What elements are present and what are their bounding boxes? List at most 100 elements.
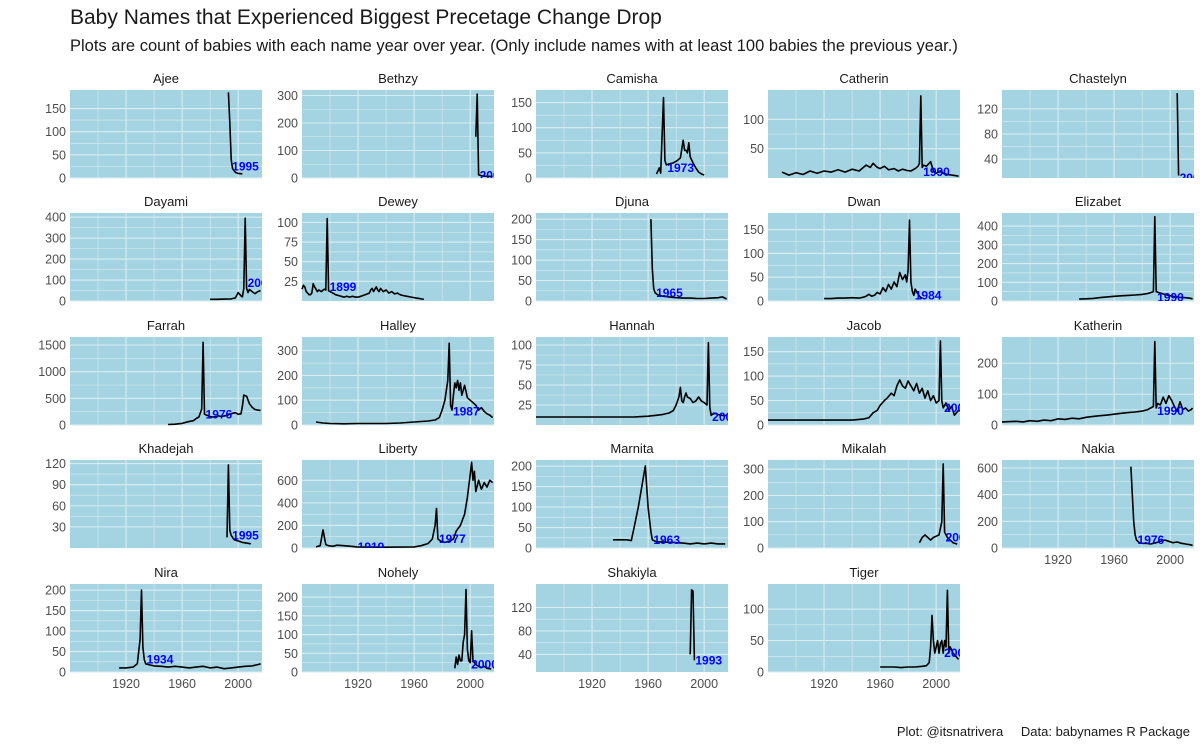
panel-mikalah: Mikalah01002003002006: [743, 441, 972, 556]
annotation-group: 2006: [946, 530, 973, 544]
year-annotation: 1990: [1157, 290, 1184, 304]
year-annotation: 1993: [695, 653, 722, 667]
year-annotation: 2006: [248, 276, 275, 290]
annotation-group: 2005: [944, 401, 971, 415]
x-tick-label: 2000: [456, 677, 484, 691]
x-tick-label: 1920: [112, 677, 140, 691]
panel-background: [70, 213, 262, 301]
panel-background: [768, 337, 960, 425]
annotation-group: 1934: [147, 653, 174, 667]
y-tick-label: 50: [284, 255, 298, 269]
y-tick-label: 100: [277, 144, 298, 158]
y-tick-label: 150: [511, 96, 532, 110]
y-tick-label: 100: [45, 625, 66, 639]
y-tick-label: 0: [59, 172, 66, 186]
panel-nohely: Nohely05010015020020001920 1960 2000: [277, 565, 498, 691]
y-tick-label: 50: [750, 634, 764, 648]
year-annotation: 1977: [439, 532, 466, 546]
annotation-group: 2006: [1180, 171, 1200, 185]
year-annotation: 2006: [480, 168, 507, 182]
panel-katherin: Katherin 0 100 200 1990: [977, 318, 1194, 433]
panel-camisha: Camisha 0 50 100 150 1973: [511, 71, 728, 186]
y-tick-label: 1000: [38, 365, 66, 379]
y-tick-label: 50: [518, 146, 532, 160]
x-tick-label: 1960: [400, 677, 428, 691]
annotation-group: 1990: [1157, 290, 1184, 304]
y-tick-label: 25: [284, 275, 298, 289]
y-tick-label: 60: [52, 499, 66, 513]
annotation-group: 1995: [232, 159, 259, 173]
panel-title: Dwan: [847, 194, 880, 209]
y-tick-label: 0: [59, 295, 66, 309]
y-tick-label: 0: [291, 542, 298, 556]
panel-title: Djuna: [615, 194, 650, 209]
year-annotation: 2006: [946, 530, 973, 544]
y-tick-label: 150: [511, 480, 532, 494]
x-tick-label: 1920: [810, 677, 838, 691]
y-tick-label: 25: [518, 399, 532, 413]
panel-title: Ajee: [153, 71, 179, 86]
y-tick-label: 150: [743, 345, 764, 359]
panel-title: Jacob: [847, 318, 882, 333]
panel-title: Nakia: [1081, 441, 1115, 456]
x-tick-label: 1960: [1100, 553, 1128, 567]
year-annotation: 1976: [1138, 533, 1165, 547]
panel-title: Chastelyn: [1069, 71, 1127, 86]
panel-catherin: Catherin 50 100 1990: [743, 71, 960, 179]
y-tick-label: 100: [977, 276, 998, 290]
annotation-group: 2006: [248, 276, 275, 290]
y-tick-label: 300: [277, 344, 298, 358]
y-tick-label: 80: [984, 128, 998, 142]
y-tick-label: 0: [525, 295, 532, 309]
y-tick-label: 50: [518, 521, 532, 535]
y-tick-label: 150: [743, 223, 764, 237]
y-tick-label: 50: [750, 271, 764, 285]
y-tick-label: 150: [277, 609, 298, 623]
y-tick-label: 0: [59, 419, 66, 433]
panel-liberty: Liberty 0 200 400 600 1919 1977: [277, 441, 494, 556]
caption-data: Data: babynames R Package: [1021, 724, 1190, 739]
panel-title: Nohely: [378, 565, 419, 580]
y-tick-label: 150: [511, 233, 532, 247]
x-tick-label: 1960: [866, 677, 894, 691]
y-tick-label: 0: [757, 542, 764, 556]
panel-elizabet: Elizabet 0 100 200 300 400 1990: [977, 194, 1194, 309]
x-tick-label: 1960: [634, 677, 662, 691]
annotation-group: 1976: [1138, 533, 1165, 547]
panel-khadejah: Khadejah3060901201995: [45, 441, 262, 548]
panel-title: Mikalah: [842, 441, 887, 456]
year-annotation: 1990: [923, 165, 950, 179]
y-tick-label: 100: [511, 121, 532, 135]
y-tick-label: 600: [977, 462, 998, 476]
y-tick-label: 200: [277, 369, 298, 383]
annotation-group: 1963: [653, 533, 680, 547]
y-tick-label: 300: [45, 232, 66, 246]
year-annotation: 1919: [358, 540, 385, 554]
annotation-group: 1990: [923, 165, 950, 179]
y-tick-label: 150: [45, 604, 66, 618]
y-tick-label: 0: [59, 666, 66, 680]
panel-nakia: Nakia 0 200 400 600 1976 1920 1960 2000: [977, 441, 1194, 567]
y-tick-label: 0: [991, 419, 998, 433]
y-tick-label: 100: [743, 370, 764, 384]
year-annotation: 1965: [656, 286, 683, 300]
y-tick-label: 50: [518, 274, 532, 288]
y-tick-label: 100: [511, 501, 532, 515]
x-tick-label: 1920: [344, 677, 372, 691]
panel-dwan: Dwan0501001501984: [743, 194, 960, 309]
panel-background: [536, 213, 728, 301]
annotation-group: 1984: [915, 288, 942, 302]
y-tick-label: 0: [525, 542, 532, 556]
y-tick-label: 0: [291, 172, 298, 186]
annotation-group: 2000: [471, 658, 498, 672]
y-tick-label: 40: [984, 153, 998, 167]
panel-background: [536, 337, 728, 425]
y-tick-label: 100: [743, 603, 764, 617]
caption: Plot: @itsnatrivera Data: babynames R Pa…: [883, 724, 1190, 739]
annotation-group: 1990: [1157, 404, 1184, 418]
y-tick-label: 200: [45, 584, 66, 598]
y-tick-label: 50: [750, 394, 764, 408]
x-tick-label: 2000: [690, 677, 718, 691]
panel-title: Hannah: [609, 318, 655, 333]
